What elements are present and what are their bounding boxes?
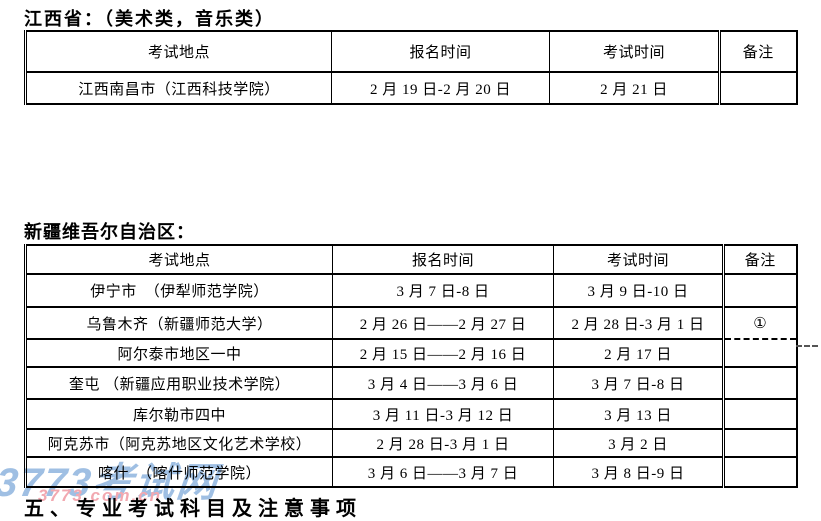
cell-exam-location: 阿克苏市（阿克苏地区文化艺术学校）	[25, 428, 333, 458]
cell-remarks	[722, 398, 797, 430]
jiangxi-exam-table: 考试地点 报名时间 考试时间 备注 江西南昌市（江西科技学院） 2 月 19 日…	[24, 30, 798, 105]
table-row: 奎屯 （新疆应用职业技术学院） 3 月 4 日——3 月 6 日 3 月 7 日…	[25, 366, 797, 400]
header-exam-location: 考试地点	[25, 244, 333, 275]
section-title-xinjiang: 新疆维吾尔自治区：	[24, 222, 195, 242]
watermark-url: 3773.com.cn	[38, 486, 163, 505]
cell-exam-time: 3 月 8 日-9 日	[553, 456, 724, 488]
table-row: 阿尔泰市地区一中 2 月 15 日——2 月 16 日 2 月 17 日	[25, 338, 797, 368]
table-header-row: 考试地点 报名时间 考试时间 备注	[25, 30, 797, 73]
cell-exam-time: 3 月 7 日-8 日	[553, 366, 724, 400]
cell-exam-location: 阿尔泰市地区一中	[25, 338, 333, 368]
header-registration-time: 报名时间	[331, 30, 550, 73]
section-title-jiangxi: 江西省：（美术类，音乐类）	[24, 9, 275, 29]
cell-registration-time: 2 月 26 日——2 月 27 日	[332, 306, 554, 340]
cell-exam-location: 奎屯 （新疆应用职业技术学院）	[25, 366, 333, 400]
cell-exam-location: 库尔勒市四中	[25, 398, 333, 430]
cell-remarks	[722, 366, 797, 400]
cell-exam-location: 江西南昌市（江西科技学院）	[25, 71, 332, 105]
cell-exam-time: 2 月 17 日	[553, 338, 724, 368]
table-row: 乌鲁木齐（新疆师范大学） 2 月 26 日——2 月 27 日 2 月 28 日…	[25, 306, 797, 340]
table-row: 阿克苏市（阿克苏地区文化艺术学校） 2 月 28 日-3 月 1 日 3 月 2…	[25, 428, 797, 458]
header-exam-time: 考试时间	[553, 244, 724, 275]
header-registration-time: 报名时间	[332, 244, 554, 275]
dashed-border-artifact	[796, 333, 818, 347]
table-row: 江西南昌市（江西科技学院） 2 月 19 日-2 月 20 日 2 月 21 日	[25, 71, 797, 105]
table-row: 喀什 （喀什师范学院） 3 月 6 日——3 月 7 日 3 月 8 日-9 日	[25, 456, 797, 488]
footer-section-heading: 五、专业考试科目及注意事项	[24, 498, 362, 520]
cell-remarks	[722, 273, 797, 308]
cell-exam-time: 2 月 28 日-3 月 1 日	[553, 306, 724, 340]
cell-exam-time: 2 月 21 日	[549, 71, 720, 105]
cell-registration-time: 2 月 15 日——2 月 16 日	[332, 338, 554, 368]
cell-exam-location: 伊宁市 （伊犁师范学院）	[25, 273, 333, 308]
cell-remarks	[722, 456, 797, 488]
cell-remarks	[722, 339, 797, 368]
table-row: 伊宁市 （伊犁师范学院） 3 月 7 日-8 日 3 月 9 日-10 日	[25, 273, 797, 308]
cell-registration-time: 2 月 19 日-2 月 20 日	[331, 71, 550, 105]
cell-registration-time: 3 月 11 日-3 月 12 日	[332, 398, 554, 430]
table-header-row: 考试地点 报名时间 考试时间 备注	[25, 244, 797, 275]
cell-remarks	[718, 71, 797, 105]
cell-exam-location: 乌鲁木齐（新疆师范大学）	[25, 306, 333, 340]
header-remarks: 备注	[718, 30, 797, 73]
cell-registration-time: 3 月 4 日——3 月 6 日	[332, 366, 554, 400]
cell-exam-location: 喀什 （喀什师范学院）	[25, 456, 333, 488]
xinjiang-exam-table: 考试地点 报名时间 考试时间 备注 伊宁市 （伊犁师范学院） 3 月 7 日-8…	[24, 244, 798, 488]
cell-registration-time: 3 月 6 日——3 月 7 日	[332, 456, 554, 488]
header-exam-time: 考试时间	[549, 30, 720, 73]
cell-registration-time: 3 月 7 日-8 日	[332, 273, 554, 308]
table-row: 库尔勒市四中 3 月 11 日-3 月 12 日 3 月 13 日	[25, 398, 797, 430]
header-remarks: 备注	[722, 244, 797, 275]
cell-exam-time: 3 月 13 日	[553, 398, 724, 430]
cell-remarks	[722, 428, 797, 458]
cell-exam-time: 3 月 9 日-10 日	[553, 273, 724, 308]
cell-exam-time: 3 月 2 日	[553, 428, 724, 458]
cell-remarks-circled-one: ①	[722, 306, 797, 340]
cell-registration-time: 2 月 28 日-3 月 1 日	[332, 428, 554, 458]
header-exam-location: 考试地点	[25, 30, 332, 73]
